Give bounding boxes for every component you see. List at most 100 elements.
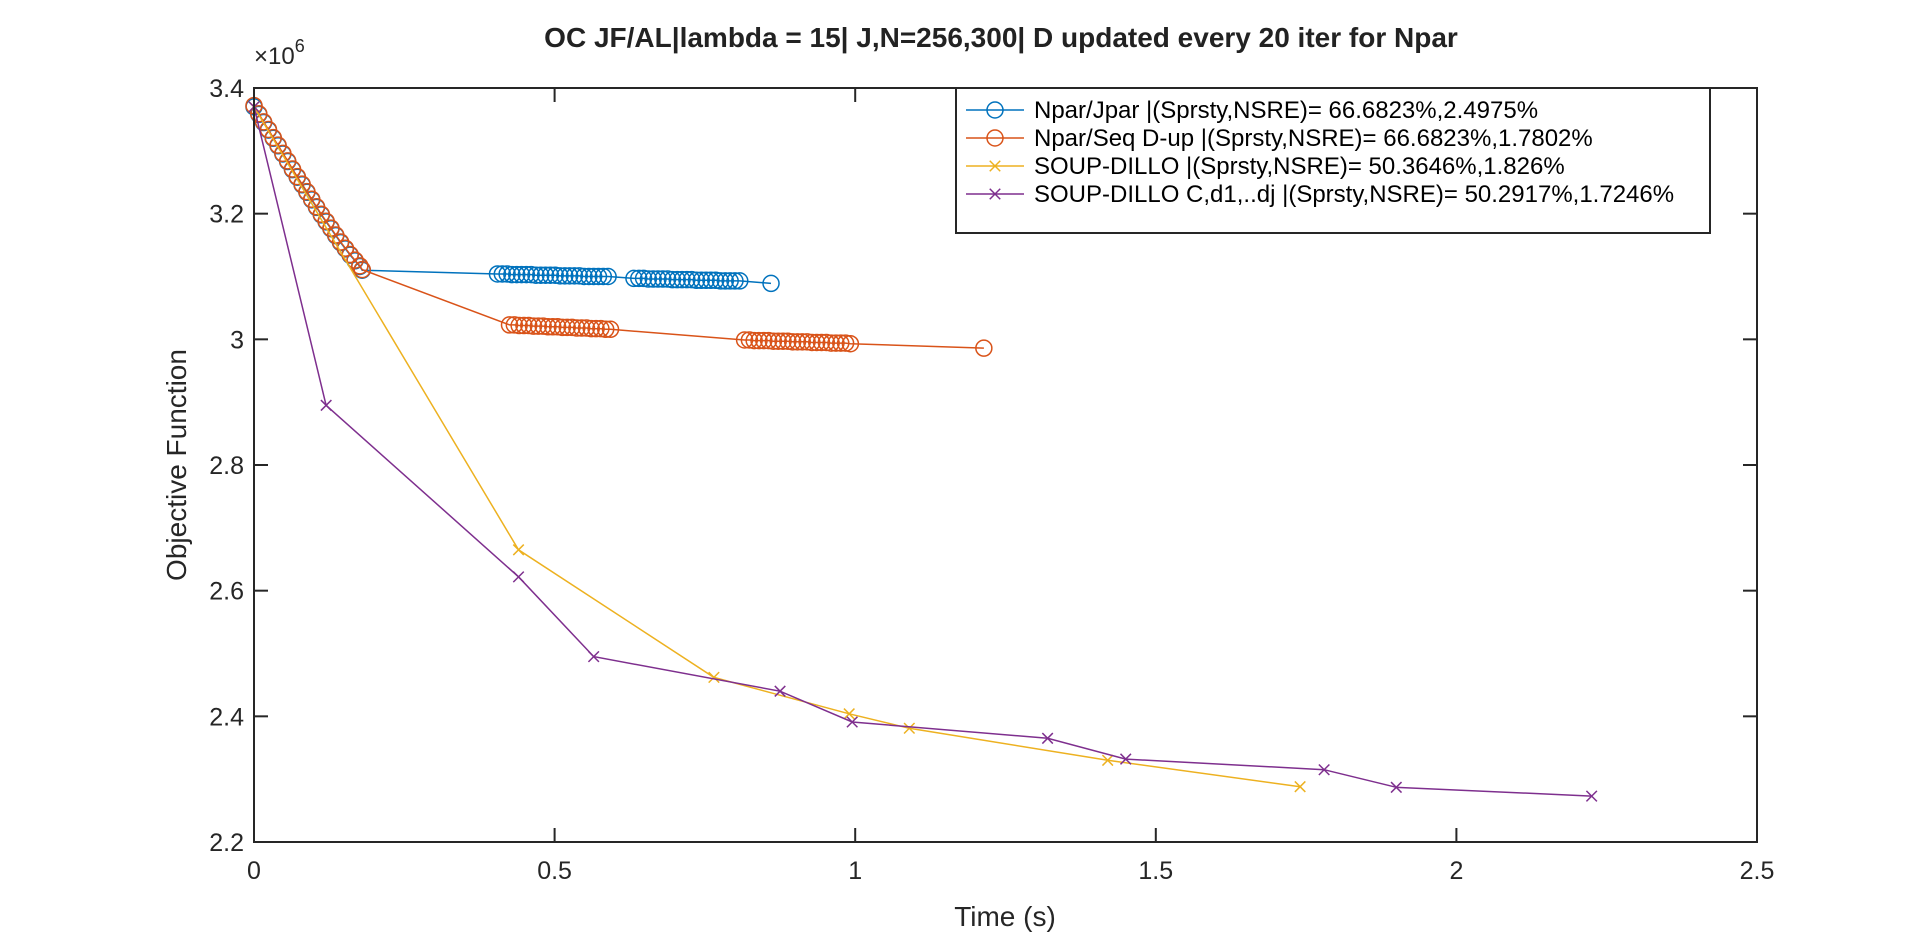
data-point (745, 331, 763, 350)
data-point (663, 270, 682, 289)
data-point (975, 339, 993, 357)
y-tick-label: 3.2 (209, 201, 244, 229)
data-point (500, 316, 519, 334)
data-point (553, 318, 572, 337)
data-point (278, 152, 297, 170)
data-point (563, 318, 581, 337)
legend-marker (986, 101, 1004, 119)
x-tick-label: 2.5 (1740, 857, 1775, 885)
data-point (1585, 790, 1598, 802)
x-tick-label: 2 (1449, 857, 1463, 885)
data-point (493, 265, 512, 283)
data-point (817, 333, 836, 352)
data-point (596, 320, 615, 339)
data-point (807, 333, 826, 352)
legend-label: SOUP-DILLO |(Sprsty,NSRE)= 50.3646%,1.82… (1034, 153, 1565, 180)
series-line (253, 105, 984, 349)
data-point (556, 267, 574, 285)
data-point (764, 332, 783, 350)
data-point (625, 269, 643, 288)
data-point (1294, 780, 1306, 793)
data-point (259, 120, 278, 139)
legend: Npar/Jpar |(Sprsty,NSRE)= 66.6823%,2.497… (955, 87, 1711, 234)
data-point (488, 265, 507, 283)
data-point (575, 267, 593, 286)
data-point (558, 318, 576, 337)
data-point (708, 671, 720, 684)
y-tick-label: 2.8 (209, 452, 244, 480)
data-point (774, 685, 786, 697)
legend-marker (986, 129, 1004, 147)
x-tick-label: 0 (247, 857, 261, 885)
data-point (529, 317, 548, 335)
data-point (692, 271, 711, 290)
data-point (769, 332, 787, 350)
data-point (779, 332, 797, 350)
data-point (532, 266, 550, 284)
data-point (577, 319, 596, 337)
data-point (560, 267, 579, 285)
data-point (519, 316, 538, 335)
data-point (565, 267, 584, 285)
data-point (503, 265, 521, 284)
data-point (331, 233, 350, 251)
data-point (678, 270, 696, 289)
data-point (592, 319, 610, 338)
data-point (548, 318, 567, 336)
data-point (762, 274, 780, 293)
data-point (798, 333, 816, 351)
series-2 (245, 96, 993, 357)
data-point (721, 272, 739, 290)
data-point (788, 333, 807, 351)
data-point (544, 318, 562, 336)
data-point (539, 318, 557, 336)
data-point (1041, 732, 1054, 745)
data-point (827, 334, 845, 352)
tick-layer: 0 0.5 1 1.5 2 2.5 2.2 2.4 2.6 2.8 3 3.2 3.4 (209, 75, 1774, 885)
y-tick-label: 2.4 (209, 703, 244, 731)
data-point (551, 267, 569, 285)
data-point (505, 316, 524, 334)
y-exponent-label: ×106 (254, 36, 305, 70)
data-point (498, 265, 516, 283)
data-point (541, 266, 560, 284)
data-point (572, 319, 591, 337)
x-tick-label: 1 (848, 857, 862, 885)
data-point (512, 571, 525, 583)
data-point (584, 267, 603, 286)
data-point (320, 399, 332, 412)
data-point (353, 260, 371, 279)
legend-item: SOUP-DILLO |(Sprsty,NSRE)= 50.3646%,1.82… (966, 153, 1565, 180)
legend-item: Npar/Seq D-up |(Sprsty,NSRE)= 66.6823%,1… (966, 125, 1593, 152)
data-point (836, 334, 855, 352)
legend-marker (989, 160, 1001, 172)
data-point (702, 271, 720, 290)
data-point (570, 267, 588, 285)
data-point (673, 270, 691, 289)
data-point (846, 716, 858, 728)
x-tick-label: 0.5 (537, 857, 572, 885)
data-point (716, 272, 735, 290)
data-point (580, 267, 598, 286)
data-point (654, 270, 672, 288)
data-point (759, 331, 778, 350)
data-point (594, 267, 613, 286)
data-point (351, 257, 369, 275)
data-point (658, 270, 677, 288)
data-point (269, 136, 287, 154)
data-point (1119, 753, 1132, 765)
data-point (599, 267, 617, 286)
data-point (783, 333, 802, 351)
data-point (1101, 754, 1114, 767)
data-point (735, 331, 754, 349)
y-axis-label: Objective Function (161, 349, 192, 581)
chart-title: OC JF/AL|lambda = 15| J,N=256,300| D upd… (544, 22, 1458, 53)
data-point (510, 316, 528, 335)
data-point (587, 319, 605, 338)
data-point (750, 331, 768, 350)
legend-label: Npar/Seq D-up |(Sprsty,NSRE)= 66.6823%,1… (1034, 125, 1593, 152)
data-point (587, 650, 600, 663)
data-point (536, 266, 555, 284)
data-point (517, 265, 536, 284)
data-point (812, 333, 831, 352)
